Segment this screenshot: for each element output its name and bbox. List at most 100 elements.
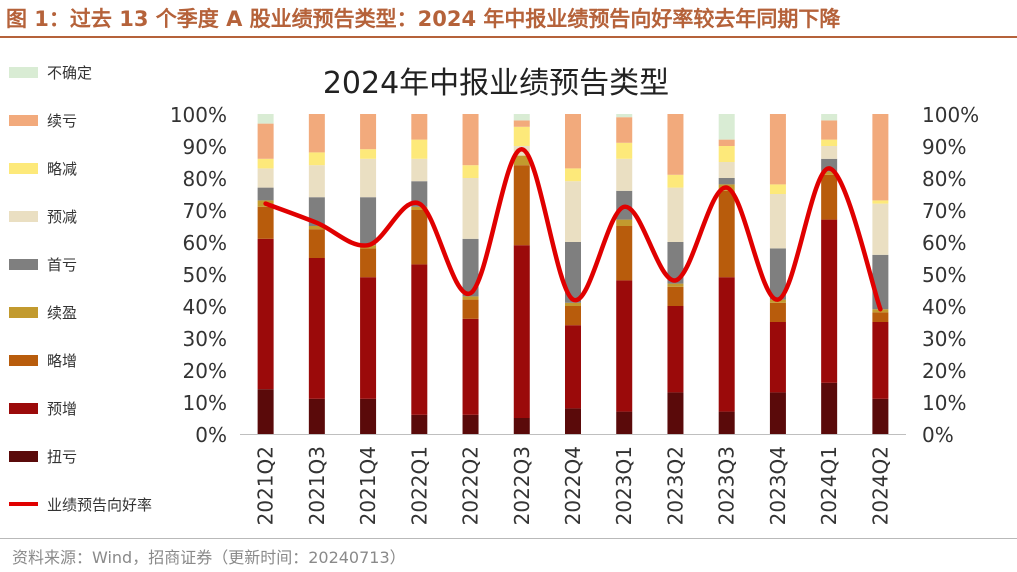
bar-segment-2022Q3-0	[513, 418, 530, 434]
y-tick-left-7: 70%	[183, 199, 227, 223]
bar-segment-2024Q2-2	[872, 312, 889, 322]
bar-segment-2023Q3-5	[718, 162, 735, 178]
bars-layer	[257, 114, 889, 434]
bar-segment-2022Q2-4	[462, 238, 479, 297]
bar-segment-2024Q2-0	[872, 398, 889, 434]
bar-segment-2022Q1-7	[411, 114, 428, 140]
x-tick-2022Q3: 2022Q3	[510, 446, 534, 525]
y-tick-right-5: 50%	[922, 263, 966, 287]
bar-segment-2024Q1-2	[821, 174, 838, 220]
x-tick-2023Q4: 2023Q4	[766, 446, 790, 525]
bar-segment-2023Q1-1	[616, 280, 633, 412]
bar-segment-2022Q2-1	[462, 318, 479, 415]
y-tick-right-0: 0%	[922, 423, 954, 447]
y-tick-left-9: 90%	[183, 135, 227, 159]
line-trend-rate	[263, 146, 883, 312]
x-tick-2023Q1: 2023Q1	[612, 446, 636, 525]
x-tick-2021Q4: 2021Q4	[356, 446, 380, 525]
bar-segment-2021Q3-1	[308, 258, 325, 399]
bar-segment-2021Q3-5	[308, 165, 325, 198]
bar-segment-2024Q1-1	[821, 219, 838, 383]
legend-label-不确定: 不确定	[47, 64, 92, 82]
bar-segment-2024Q2-5	[872, 203, 889, 255]
bar-segment-2022Q4-6	[565, 168, 581, 182]
legend-swatch-不确定	[9, 67, 38, 78]
y-tick-right-7: 70%	[922, 199, 966, 223]
x-tick-2022Q1: 2022Q1	[407, 446, 431, 525]
bar-segment-2024Q1-8	[821, 114, 838, 121]
bar-segment-2023Q2-1	[667, 306, 684, 393]
bar-segment-2023Q4-4	[769, 248, 786, 300]
legend-label-略增: 略增	[47, 352, 77, 370]
bar-segment-2022Q3-1	[513, 245, 530, 418]
source-note: 资料来源：Wind，招商证券（更新时间：20240713）	[12, 548, 406, 567]
bar-segment-2023Q3-6	[718, 146, 735, 162]
bar-segment-2023Q2-2	[667, 286, 684, 306]
y-tick-left-1: 10%	[183, 391, 227, 415]
legend-label-扭亏: 扭亏	[47, 448, 77, 466]
y-tick-right-3: 30%	[922, 327, 966, 351]
bar-segment-2024Q1-5	[821, 146, 838, 159]
bar-segment-2023Q2-4	[667, 242, 684, 284]
bar-segment-2023Q1-5	[616, 158, 633, 191]
bar-segment-2024Q1-0	[821, 382, 838, 434]
bar-segment-2022Q4-2	[565, 306, 581, 326]
x-tick-2023Q2: 2023Q2	[663, 446, 687, 525]
bar-segment-2024Q1-3	[821, 171, 838, 175]
bar-segment-2022Q4-0	[565, 408, 581, 434]
y-tick-left-10: 100%	[170, 103, 227, 127]
bar-segment-2023Q3-4	[718, 178, 735, 185]
bar-segment-2022Q1-0	[411, 414, 428, 434]
legend-label-略减: 略减	[47, 160, 77, 178]
y-tick-left-0: 0%	[195, 423, 227, 447]
bar-segment-2023Q1-3	[616, 219, 633, 226]
legend-swatch-扭亏	[9, 451, 38, 462]
bar-segment-2021Q3-6	[308, 152, 325, 166]
bar-segment-2022Q4-3	[565, 302, 581, 306]
y-tick-left-8: 80%	[183, 167, 227, 191]
bar-segment-2021Q4-7	[360, 114, 377, 150]
bar-segment-2022Q3-8	[513, 114, 530, 121]
y-tick-left-4: 40%	[183, 295, 227, 319]
bar-segment-2023Q2-6	[667, 174, 684, 188]
y-tick-right-6: 60%	[922, 231, 966, 255]
y-tick-left-2: 20%	[183, 359, 227, 383]
bar-segment-2023Q3-7	[718, 139, 735, 146]
legend-label-预增: 预增	[47, 400, 77, 418]
legend-label-line: 业绩预告向好率	[47, 496, 152, 514]
legend-swatch-略减	[9, 163, 38, 174]
bar-segment-2024Q2-6	[872, 200, 889, 204]
bar-segment-2022Q1-1	[411, 264, 428, 415]
bar-segment-2022Q1-2	[411, 210, 428, 265]
bar-segment-2023Q1-0	[616, 411, 633, 434]
bar-segment-2021Q3-0	[308, 398, 325, 434]
x-tick-2021Q3: 2021Q3	[305, 446, 329, 525]
bar-segment-2023Q2-3	[667, 283, 684, 287]
bar-segment-2023Q3-0	[718, 411, 735, 434]
bar-segment-2023Q1-8	[616, 114, 633, 118]
legend-swatch-预增	[9, 403, 38, 414]
bar-segment-2023Q1-2	[616, 226, 633, 281]
bar-segment-2021Q4-2	[360, 248, 377, 278]
y-tick-left-5: 50%	[183, 263, 227, 287]
x-tick-2024Q1: 2024Q1	[817, 446, 841, 525]
legend-swatch-续亏	[9, 115, 38, 126]
bar-segment-2022Q4-7	[565, 114, 581, 169]
bar-segment-2022Q4-1	[565, 325, 581, 409]
bar-segment-2022Q2-5	[462, 178, 479, 239]
bar-segment-2022Q1-5	[411, 158, 428, 182]
bar-segment-2021Q2-1	[257, 238, 274, 390]
bar-segment-2023Q3-1	[718, 277, 735, 412]
legend-label-首亏: 首亏	[47, 256, 77, 274]
bar-segment-2021Q3-2	[308, 229, 325, 258]
bar-segment-2023Q4-7	[769, 114, 786, 185]
bar-segment-2021Q2-0	[257, 389, 274, 434]
bar-segment-2022Q1-3	[411, 206, 428, 210]
bar-segment-2024Q2-7	[872, 114, 889, 201]
bar-segment-2023Q4-0	[769, 392, 786, 434]
bar-segment-2022Q2-0	[462, 414, 479, 434]
bar-segment-2022Q3-7	[513, 120, 530, 127]
bar-segment-2021Q4-6	[360, 149, 377, 159]
bar-segment-2021Q2-7	[257, 123, 274, 159]
